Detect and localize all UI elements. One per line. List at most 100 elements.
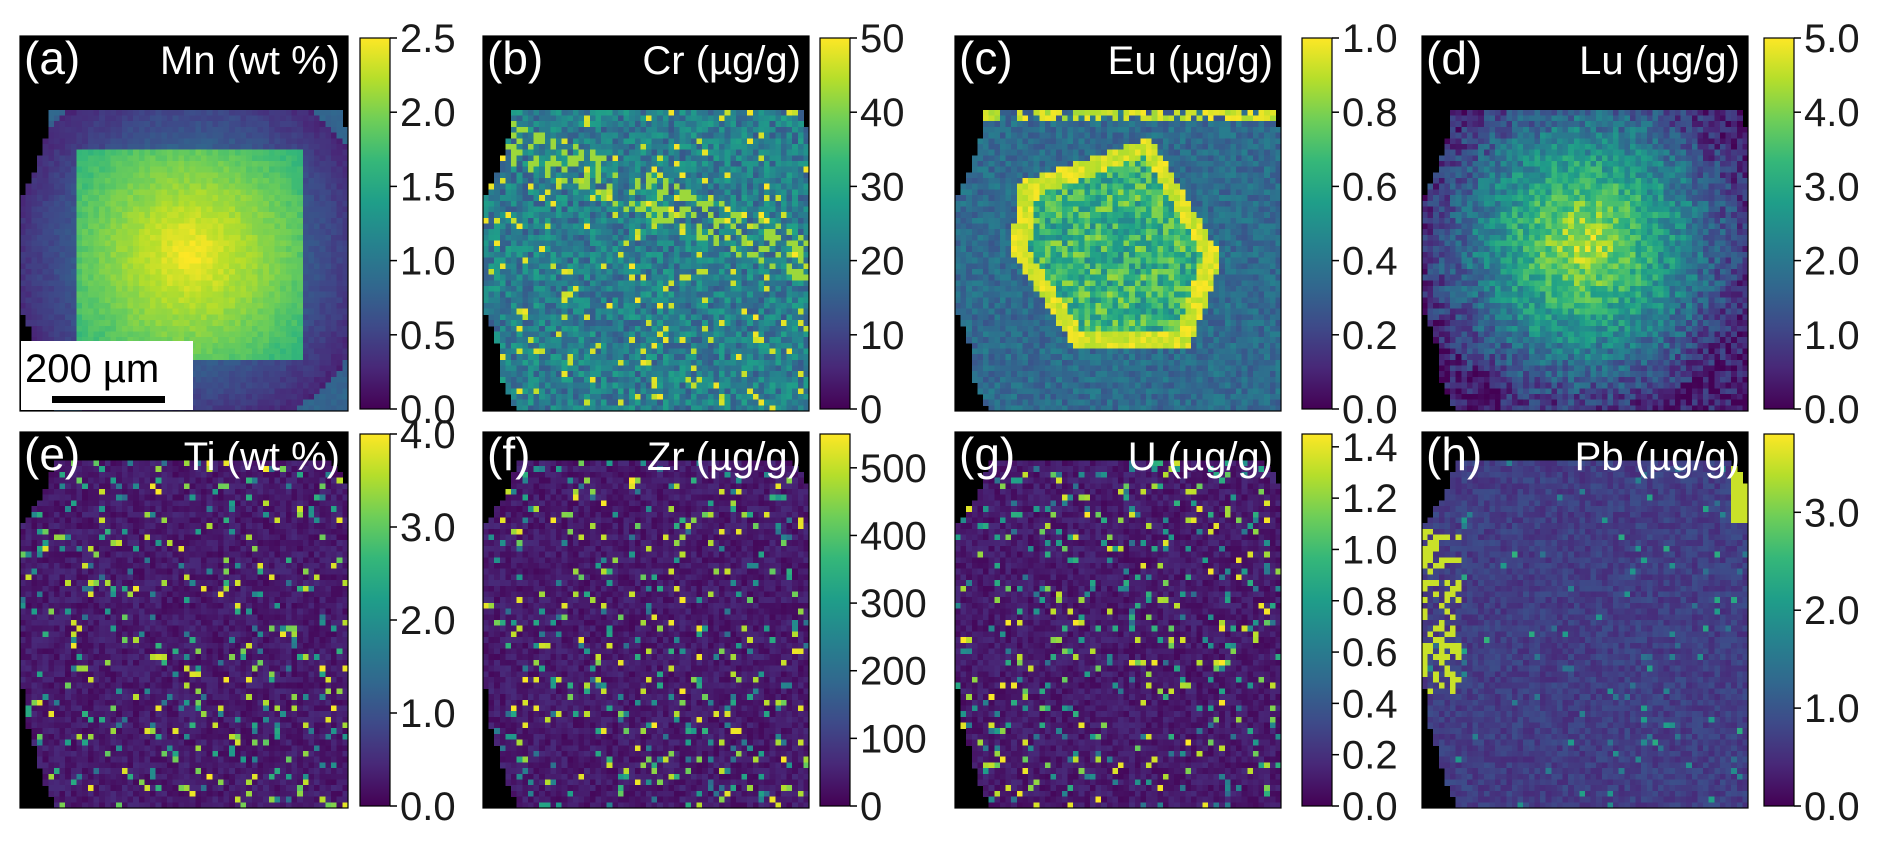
heatmap-cell — [206, 286, 213, 293]
heatmap-cell — [741, 212, 748, 219]
heatmap-cell — [285, 183, 293, 191]
heatmap-cell — [516, 178, 523, 185]
heatmap-cell — [76, 246, 83, 253]
heatmap-cell — [668, 126, 675, 134]
heatmap-cell — [511, 200, 518, 208]
heatmap-cell — [234, 354, 242, 361]
heatmap-cell — [567, 143, 574, 151]
heatmap-cell — [764, 268, 771, 276]
heatmap-cell — [578, 121, 585, 128]
heatmap-cell — [589, 166, 597, 173]
heatmap-cell — [556, 274, 563, 281]
heatmap-cell — [572, 217, 580, 225]
heatmap-cell — [155, 155, 162, 162]
heatmap-cell — [189, 138, 196, 145]
heatmap-cell — [735, 251, 743, 259]
heatmap-cell — [138, 109, 146, 117]
heatmap-cell — [527, 223, 535, 230]
heatmap-cell — [578, 308, 585, 316]
heatmap-cell — [217, 251, 225, 259]
heatmap-cell — [229, 143, 236, 151]
heatmap-cell — [331, 223, 338, 230]
heatmap-cell — [302, 268, 310, 276]
heatmap-cell — [189, 331, 196, 338]
heatmap-cell — [150, 121, 157, 128]
heatmap-cell — [285, 274, 293, 281]
heatmap-cell — [178, 178, 185, 185]
heatmap-cell — [93, 291, 100, 298]
heatmap-cell — [59, 212, 66, 219]
heatmap-cell — [263, 251, 270, 259]
heatmap-cell — [561, 183, 568, 191]
heatmap-cell — [48, 121, 55, 128]
heatmap-cell — [291, 109, 298, 117]
heatmap-cell — [65, 223, 72, 230]
heatmap-cell — [302, 257, 310, 264]
heatmap-cell — [319, 342, 326, 350]
heatmap-cell — [144, 280, 151, 287]
heatmap-cell — [505, 280, 512, 287]
heatmap-cell — [488, 303, 495, 310]
heatmap-cell — [668, 240, 675, 247]
heatmap-cell — [195, 348, 202, 355]
heatmap-cell — [668, 280, 675, 287]
heatmap-cell — [516, 246, 523, 253]
heatmap-cell — [707, 212, 715, 219]
heatmap-cell — [274, 325, 281, 333]
heatmap-cell — [657, 149, 664, 156]
heatmap-cell — [589, 183, 597, 191]
heatmap-cell — [550, 246, 557, 253]
heatmap-cell — [291, 286, 298, 293]
heatmap-cell — [769, 132, 776, 139]
heatmap-cell — [775, 149, 782, 156]
heatmap-cell — [280, 297, 287, 304]
heatmap-cell — [730, 263, 737, 270]
heatmap-cell — [206, 393, 213, 401]
heatmap-cell — [662, 178, 670, 185]
heatmap-cell — [567, 121, 574, 128]
heatmap-cell — [70, 314, 78, 321]
heatmap-cell — [189, 234, 196, 242]
heatmap-cell — [527, 183, 535, 191]
heatmap-cell — [494, 286, 501, 293]
heatmap-cell — [561, 280, 568, 287]
heatmap-cell — [612, 115, 619, 122]
heatmap-cell — [206, 109, 213, 117]
heatmap-cell — [556, 246, 563, 253]
heatmap-cell — [257, 212, 264, 219]
heatmap-cell — [178, 274, 185, 281]
heatmap-cell — [99, 320, 106, 327]
heatmap-cell — [110, 268, 117, 276]
heatmap-cell — [93, 223, 100, 230]
heatmap-cell — [567, 274, 574, 281]
heatmap-cell — [65, 320, 72, 327]
heatmap-cell — [511, 149, 518, 156]
heatmap-cell — [65, 138, 72, 145]
heatmap-cell — [195, 109, 202, 117]
heatmap-cell — [606, 217, 613, 225]
heatmap-cell — [302, 314, 310, 321]
heatmap-cell — [172, 274, 179, 281]
heatmap-cell — [150, 303, 157, 310]
heatmap-cell — [178, 172, 185, 179]
heatmap-cell — [780, 132, 788, 139]
heatmap-cell — [629, 115, 636, 122]
heatmap-cell — [527, 178, 535, 185]
heatmap-cell — [93, 240, 100, 247]
heatmap-cell — [308, 348, 315, 355]
heatmap-cell — [53, 200, 61, 208]
heatmap-cell — [110, 291, 117, 298]
heatmap-cell — [646, 109, 653, 117]
heatmap-cell — [797, 206, 804, 213]
heatmap-cell — [556, 115, 563, 122]
heatmap-cell — [668, 149, 675, 156]
heatmap-cell — [104, 314, 112, 321]
heatmap-cell — [53, 149, 61, 156]
heatmap-cell — [747, 149, 754, 156]
heatmap-cell — [707, 172, 715, 179]
heatmap-cell — [257, 109, 264, 117]
heatmap-cell — [674, 149, 681, 156]
heatmap-cell — [331, 371, 338, 378]
heatmap-cell — [229, 286, 236, 293]
heatmap-cell — [572, 297, 580, 304]
